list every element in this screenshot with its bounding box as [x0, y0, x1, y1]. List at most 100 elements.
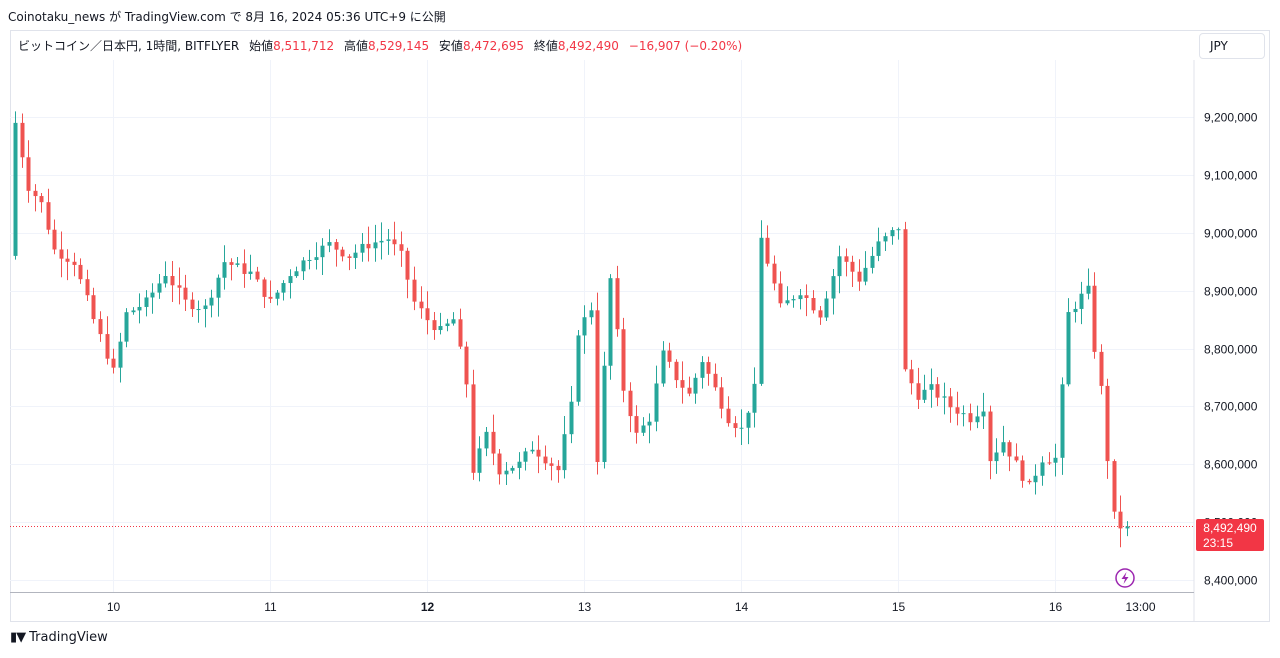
candle-body [661, 350, 666, 384]
candle-body [20, 122, 25, 158]
candle [621, 317, 626, 403]
candle [615, 265, 620, 337]
chart-frame [10, 30, 1270, 622]
candle [909, 359, 914, 395]
candle [850, 255, 855, 288]
candle-body [719, 387, 724, 409]
currency-button[interactable]: JPY [1199, 33, 1265, 59]
candle-body [464, 346, 469, 385]
candle [144, 290, 149, 317]
candle-body [392, 239, 397, 245]
candle [242, 249, 247, 288]
tradingview-logo-icon: ▮▼ [10, 630, 26, 645]
candle-body [301, 260, 306, 272]
candle-body [1053, 457, 1058, 463]
candle-body [144, 297, 149, 307]
candle [523, 447, 528, 471]
candle-body [752, 383, 757, 413]
candle-body [65, 258, 70, 262]
candle [13, 111, 18, 260]
candle-body [975, 416, 980, 423]
candle-body [530, 449, 535, 452]
candle [26, 140, 31, 203]
candle [248, 254, 253, 280]
candle [1014, 443, 1019, 463]
candle-body [621, 329, 626, 391]
y-tick-label: 8,600,000 [1204, 458, 1258, 472]
candle [929, 368, 934, 408]
candle-body [589, 310, 594, 318]
candle [196, 300, 201, 323]
candle [674, 359, 679, 388]
candle-body [863, 267, 868, 282]
candle-body [536, 449, 541, 457]
candle-body [386, 239, 391, 241]
candle [1040, 456, 1045, 486]
candle-body [1040, 462, 1045, 476]
candle [510, 465, 515, 474]
candle [1079, 281, 1084, 325]
candle-body [811, 298, 816, 311]
candle-body [746, 412, 751, 428]
candle-body [497, 453, 502, 475]
candle [556, 460, 561, 483]
candle [137, 293, 142, 324]
candle-body [412, 279, 417, 302]
candle-body [765, 237, 770, 264]
candle [183, 274, 188, 311]
candle-body [713, 373, 718, 388]
candle [922, 374, 927, 404]
candle-body [222, 262, 227, 278]
candle-body [491, 431, 496, 454]
candle-body [569, 401, 574, 435]
candle-body [59, 249, 64, 259]
candle-body [804, 295, 809, 299]
candle-body [1047, 462, 1052, 464]
candle-body [196, 309, 201, 311]
candle [1060, 377, 1065, 475]
candle-body [85, 279, 90, 296]
high-label: 高値 [344, 39, 369, 53]
candle [39, 192, 44, 213]
candle [327, 229, 332, 253]
candle [360, 233, 365, 262]
candle [458, 308, 463, 349]
candle-body [334, 242, 339, 250]
candle-body [1086, 285, 1091, 294]
candle [1033, 464, 1038, 495]
candle-body [379, 240, 384, 243]
candle-body [876, 241, 881, 256]
candle [235, 257, 240, 268]
candle [1001, 425, 1006, 456]
candle-body [39, 196, 44, 203]
countdown-timer: 23:15 [1203, 536, 1233, 550]
candle-body [26, 157, 31, 191]
candle [530, 441, 535, 454]
candle-body [857, 271, 862, 282]
candle [216, 274, 221, 317]
candle [831, 268, 836, 315]
candle [1066, 298, 1071, 387]
candle-body [157, 283, 162, 293]
candle-body [955, 407, 960, 414]
candle-body [235, 263, 240, 265]
x-tick-label: 14 [735, 600, 749, 614]
y-tick-label: 8,800,000 [1204, 343, 1258, 357]
candle-body [896, 229, 901, 231]
candle-body [850, 261, 855, 272]
tradingview-logo[interactable]: ▮▼ TradingView [10, 630, 108, 645]
candle-body [981, 411, 986, 417]
candle-body [916, 383, 921, 400]
candle-body [268, 296, 273, 299]
candle [634, 405, 639, 444]
candle-body [1073, 308, 1078, 313]
candle-body [595, 310, 600, 463]
lightning-icon[interactable] [1115, 568, 1135, 588]
candle [1086, 268, 1091, 300]
candle [746, 410, 751, 445]
candle [1027, 478, 1032, 485]
candle [1125, 521, 1130, 537]
candle-body [1060, 384, 1065, 458]
candle-body [373, 242, 378, 249]
